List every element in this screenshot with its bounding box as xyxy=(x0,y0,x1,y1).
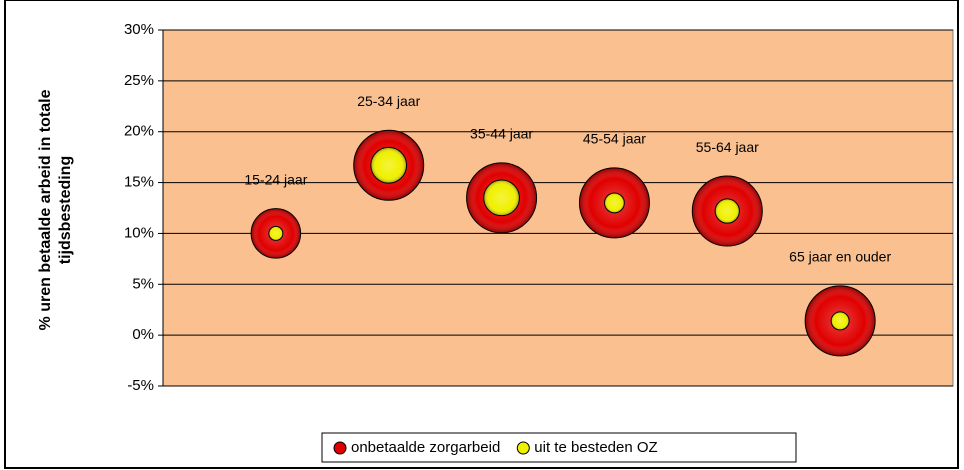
data-label: 35-44 jaar xyxy=(470,126,533,142)
legend-label: uit te besteden OZ xyxy=(534,439,657,456)
data-label: 65 jaar en ouder xyxy=(789,249,891,265)
y-tick-label: 0% xyxy=(132,326,154,343)
legend xyxy=(321,432,797,463)
data-label: 25-34 jaar xyxy=(357,93,420,109)
bubble-shade xyxy=(831,311,850,330)
data-label: 55-64 jaar xyxy=(696,139,759,155)
y-axis-label: tijdsbesteding xyxy=(57,156,74,264)
legend-label: onbetaalde zorgarbeid xyxy=(351,439,500,456)
data-label: 15-24 jaar xyxy=(244,171,307,187)
data-label: 45-54 jaar xyxy=(583,131,646,147)
y-tick-label: 30% xyxy=(124,21,154,38)
y-tick-label: 5% xyxy=(132,275,154,292)
bubble-shade xyxy=(604,193,625,213)
bubble-shade xyxy=(483,179,520,216)
legend-marker xyxy=(333,441,347,455)
y-tick-label: -5% xyxy=(127,377,154,394)
legend-marker xyxy=(516,441,530,455)
y-tick-label: 10% xyxy=(124,224,154,241)
y-axis-label: % uren betaalde arbeid in totale xyxy=(37,89,54,330)
y-tick-label: 15% xyxy=(124,174,154,191)
bubble-shade xyxy=(370,147,407,184)
bubble-shade xyxy=(268,226,283,241)
y-tick-label: 25% xyxy=(124,72,154,89)
bubble-shade xyxy=(715,198,740,224)
y-tick-label: 20% xyxy=(124,123,154,140)
